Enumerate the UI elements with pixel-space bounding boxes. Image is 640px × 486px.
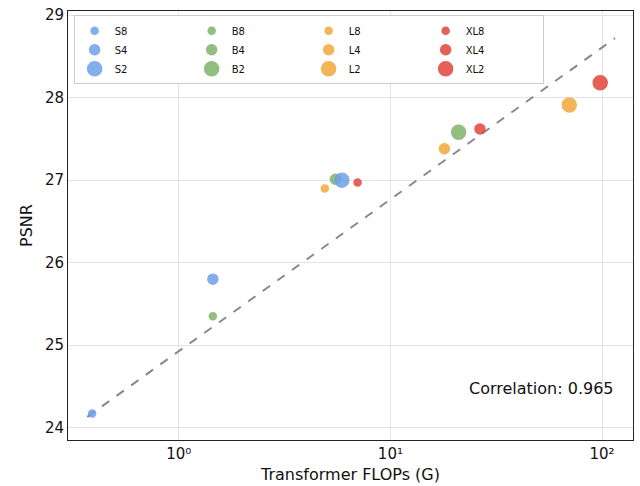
svg-text:10⁰: 10⁰: [166, 445, 191, 463]
svg-text:B4: B4: [232, 45, 245, 56]
svg-text:Transformer FLOPs (G): Transformer FLOPs (G): [260, 465, 440, 484]
svg-text:L4: L4: [349, 45, 361, 56]
svg-text:27: 27: [45, 171, 64, 189]
svg-text:XL8: XL8: [466, 26, 485, 37]
svg-text:29: 29: [45, 6, 64, 24]
svg-text:S2: S2: [115, 64, 128, 75]
svg-text:XL2: XL2: [466, 64, 485, 75]
svg-text:Correlation: 0.965: Correlation: 0.965: [469, 379, 614, 398]
svg-text:L2: L2: [349, 64, 361, 75]
svg-text:XL4: XL4: [466, 45, 485, 56]
svg-text:S8: S8: [115, 26, 128, 37]
svg-text:28: 28: [45, 89, 64, 107]
svg-text:24: 24: [45, 419, 64, 437]
svg-text:B2: B2: [232, 64, 245, 75]
svg-text:L8: L8: [349, 26, 361, 37]
svg-text:26: 26: [45, 254, 64, 272]
svg-text:B8: B8: [232, 26, 245, 37]
svg-text:PSNR: PSNR: [17, 204, 36, 247]
svg-text:10¹: 10¹: [378, 445, 403, 463]
svg-text:25: 25: [45, 336, 64, 354]
svg-text:S4: S4: [115, 45, 128, 56]
svg-text:10²: 10²: [590, 445, 615, 463]
